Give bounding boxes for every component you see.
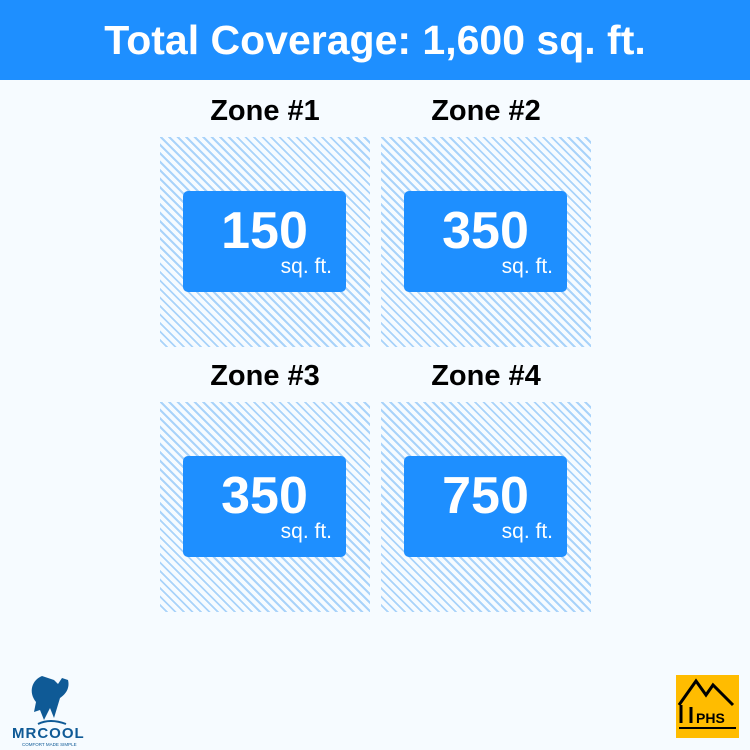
svg-text:COMFORT MADE SIMPLE: COMFORT MADE SIMPLE	[22, 742, 77, 747]
house-icon	[677, 678, 735, 707]
zone-value: 350	[442, 202, 529, 260]
zone-unit: sq. ft.	[501, 255, 553, 278]
zone-value: 150	[221, 202, 308, 260]
zone-value: 750	[442, 467, 529, 525]
zone-unit: sq. ft.	[280, 520, 332, 543]
svg-text:MRCOOL: MRCOOL	[12, 725, 85, 742]
page-title: Total Coverage: 1,600 sq. ft.	[0, 0, 750, 80]
zone-title: Zone #1	[210, 95, 320, 127]
zone-unit: sq. ft.	[501, 520, 553, 543]
zone-card: 350 sq. ft.	[404, 191, 567, 292]
polar-bear-icon	[31, 676, 69, 720]
zone-title: Zone #3	[210, 360, 320, 392]
mrcool-logo: MRCOOL COMFORT MADE SIMPLE	[12, 676, 85, 747]
zone-card: 350 sq. ft.	[183, 456, 346, 557]
svg-text:PHS: PHS	[696, 710, 725, 726]
zone-card: 750 sq. ft.	[404, 456, 567, 557]
zone-title: Zone #4	[431, 360, 541, 392]
zone-unit: sq. ft.	[280, 255, 332, 278]
zone-card: 150 sq. ft.	[183, 191, 346, 292]
zone-title: Zone #2	[431, 95, 541, 127]
phs-logo: PHS	[676, 675, 739, 738]
zone-value: 350	[221, 467, 308, 525]
